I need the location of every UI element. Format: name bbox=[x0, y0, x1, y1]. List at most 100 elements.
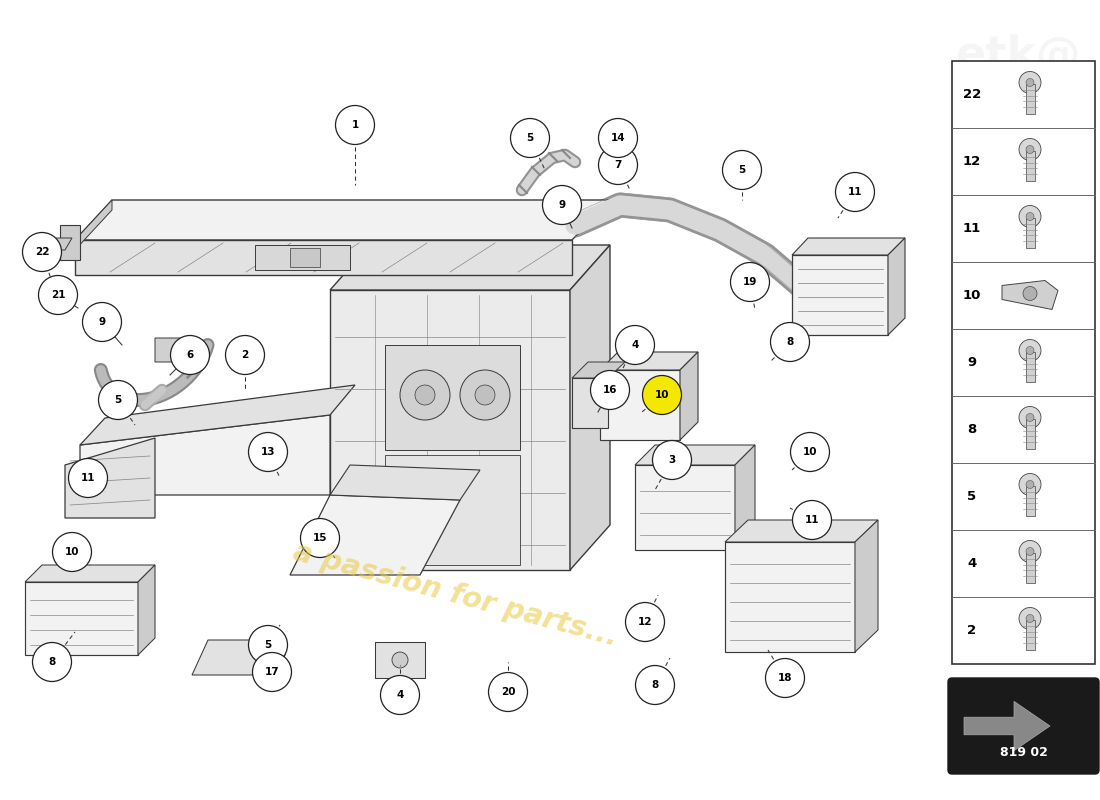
Circle shape bbox=[642, 375, 682, 414]
Circle shape bbox=[1026, 146, 1034, 154]
Text: 8: 8 bbox=[967, 423, 977, 436]
Text: 3: 3 bbox=[669, 455, 675, 465]
Circle shape bbox=[636, 666, 674, 705]
Circle shape bbox=[300, 518, 340, 558]
Text: 4: 4 bbox=[631, 340, 639, 350]
Polygon shape bbox=[570, 245, 611, 570]
Text: 4: 4 bbox=[396, 690, 404, 700]
Circle shape bbox=[792, 501, 832, 539]
Polygon shape bbox=[855, 520, 878, 652]
Text: 10: 10 bbox=[803, 447, 817, 457]
Polygon shape bbox=[1002, 281, 1058, 310]
Circle shape bbox=[400, 370, 450, 420]
Circle shape bbox=[1019, 71, 1041, 94]
Circle shape bbox=[1019, 474, 1041, 495]
Text: 11: 11 bbox=[962, 222, 981, 235]
Polygon shape bbox=[80, 385, 355, 445]
FancyBboxPatch shape bbox=[948, 678, 1099, 774]
Polygon shape bbox=[75, 200, 610, 240]
Text: 5: 5 bbox=[264, 640, 272, 650]
Circle shape bbox=[460, 370, 510, 420]
Circle shape bbox=[542, 186, 582, 225]
Text: 14: 14 bbox=[610, 133, 625, 143]
Polygon shape bbox=[792, 238, 905, 255]
Circle shape bbox=[39, 275, 77, 314]
Circle shape bbox=[33, 642, 72, 682]
Text: 18: 18 bbox=[778, 673, 792, 683]
Polygon shape bbox=[45, 238, 72, 250]
Text: 2: 2 bbox=[241, 350, 249, 360]
Polygon shape bbox=[290, 495, 460, 575]
Circle shape bbox=[1026, 614, 1034, 622]
FancyBboxPatch shape bbox=[1025, 150, 1034, 181]
Circle shape bbox=[1019, 339, 1041, 362]
Text: 11: 11 bbox=[80, 473, 96, 483]
Text: 6: 6 bbox=[186, 350, 194, 360]
Polygon shape bbox=[735, 445, 755, 550]
Text: 5: 5 bbox=[967, 490, 977, 503]
Polygon shape bbox=[725, 542, 855, 652]
Text: 819 02: 819 02 bbox=[1000, 746, 1047, 758]
Text: 19: 19 bbox=[742, 277, 757, 287]
Text: 2: 2 bbox=[967, 624, 977, 637]
FancyBboxPatch shape bbox=[1025, 486, 1034, 515]
Circle shape bbox=[249, 626, 287, 665]
FancyBboxPatch shape bbox=[1025, 418, 1034, 449]
Text: 10: 10 bbox=[654, 390, 669, 400]
Circle shape bbox=[249, 433, 287, 471]
Circle shape bbox=[1019, 206, 1041, 227]
Text: 9: 9 bbox=[559, 200, 565, 210]
Polygon shape bbox=[572, 362, 625, 378]
Text: a passion for parts...: a passion for parts... bbox=[289, 538, 620, 652]
Text: 5: 5 bbox=[527, 133, 534, 143]
Circle shape bbox=[475, 385, 495, 405]
Polygon shape bbox=[964, 702, 1050, 750]
Text: 8: 8 bbox=[786, 337, 793, 347]
Circle shape bbox=[1026, 547, 1034, 555]
Polygon shape bbox=[255, 245, 350, 270]
Circle shape bbox=[488, 673, 528, 711]
Circle shape bbox=[836, 173, 874, 211]
Circle shape bbox=[1019, 406, 1041, 429]
Circle shape bbox=[1026, 346, 1034, 354]
Text: 11: 11 bbox=[848, 187, 862, 197]
Polygon shape bbox=[138, 565, 155, 655]
Polygon shape bbox=[792, 255, 888, 335]
Text: 17: 17 bbox=[265, 667, 279, 677]
Polygon shape bbox=[192, 640, 285, 675]
Polygon shape bbox=[635, 465, 735, 550]
FancyBboxPatch shape bbox=[1025, 83, 1034, 114]
Circle shape bbox=[723, 150, 761, 190]
Polygon shape bbox=[80, 415, 330, 495]
Text: 11: 11 bbox=[805, 515, 820, 525]
Circle shape bbox=[770, 322, 810, 362]
Text: 9: 9 bbox=[967, 356, 977, 369]
Text: etk@: etk@ bbox=[955, 34, 1080, 77]
Circle shape bbox=[766, 658, 804, 698]
Circle shape bbox=[99, 381, 138, 419]
Text: 22: 22 bbox=[35, 247, 50, 257]
Circle shape bbox=[1019, 541, 1041, 562]
Text: 15: 15 bbox=[312, 533, 328, 543]
Text: 9: 9 bbox=[98, 317, 106, 327]
Polygon shape bbox=[290, 248, 320, 267]
Polygon shape bbox=[572, 378, 608, 428]
Circle shape bbox=[510, 118, 550, 158]
Text: 20: 20 bbox=[500, 687, 515, 697]
Circle shape bbox=[591, 370, 629, 410]
FancyBboxPatch shape bbox=[952, 61, 1094, 664]
Circle shape bbox=[415, 385, 434, 405]
Text: 12: 12 bbox=[638, 617, 652, 627]
Text: 1: 1 bbox=[351, 120, 359, 130]
Text: 22: 22 bbox=[962, 88, 981, 101]
Text: 16: 16 bbox=[603, 385, 617, 395]
Text: 1985: 1985 bbox=[975, 109, 1068, 142]
Circle shape bbox=[730, 262, 770, 302]
Polygon shape bbox=[635, 445, 755, 465]
FancyBboxPatch shape bbox=[1025, 553, 1034, 582]
Polygon shape bbox=[385, 345, 520, 450]
Polygon shape bbox=[385, 455, 520, 565]
Circle shape bbox=[626, 602, 664, 642]
Polygon shape bbox=[330, 290, 570, 570]
Polygon shape bbox=[25, 582, 138, 655]
